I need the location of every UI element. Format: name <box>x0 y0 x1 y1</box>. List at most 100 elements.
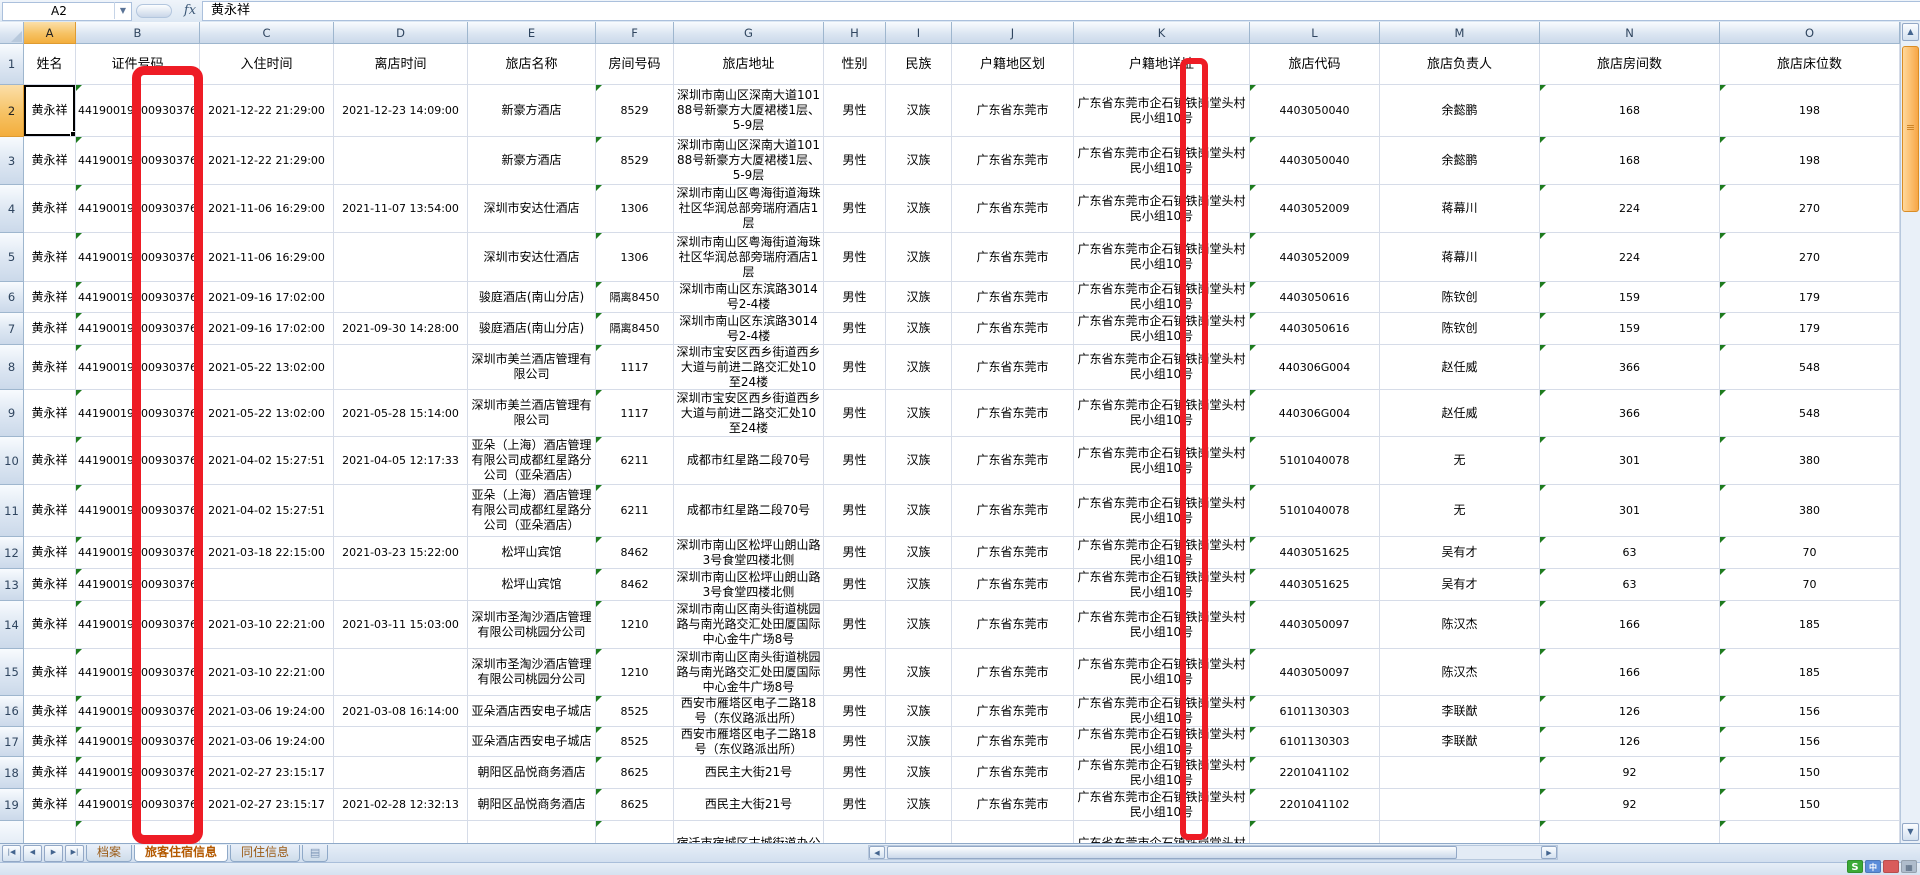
cell-I9[interactable]: 汉族 <box>886 390 952 437</box>
tray-icon-grid[interactable]: ▦ <box>1901 860 1917 873</box>
cell-K10[interactable]: 广东省东莞市企石镇铁岗堂头村民小组10号 <box>1074 437 1250 485</box>
cell-E3[interactable]: 新豪方酒店 <box>468 137 596 185</box>
cell-H5[interactable]: 男性 <box>824 233 886 282</box>
cell-J4[interactable]: 广东省东莞市 <box>952 185 1074 233</box>
cell-F1[interactable]: 房间号码 <box>596 44 674 85</box>
cell-E17[interactable]: 亚朵酒店西安电子城店 <box>468 727 596 757</box>
scroll-up-button[interactable]: ▲ <box>1902 23 1919 41</box>
cell-D12[interactable]: 2021-03-23 15:22:00 <box>334 537 468 569</box>
cell-O16[interactable]: 156 <box>1720 696 1900 727</box>
cell-C13[interactable] <box>200 569 334 601</box>
cell-K3[interactable]: 广东省东莞市企石镇铁岗堂头村民小组10号 <box>1074 137 1250 185</box>
cell-E13[interactable]: 松坪山宾馆 <box>468 569 596 601</box>
cell-O2[interactable]: 198 <box>1720 85 1900 137</box>
cell-G5[interactable]: 深圳市南山区粤海街道海珠社区华润总部旁瑞府酒店1层 <box>674 233 824 282</box>
cell-B1[interactable]: 证件号码 <box>76 44 200 85</box>
row-header-3[interactable]: 3 <box>0 137 24 185</box>
cell-N11[interactable]: 301 <box>1540 485 1720 537</box>
cell-B7[interactable]: 44190019900930376 <box>76 313 200 345</box>
tab-prev-icon[interactable]: ◀ <box>23 844 42 862</box>
cell-I16[interactable]: 汉族 <box>886 696 952 727</box>
cell-B20[interactable]: 44190019900930376 <box>76 821 200 843</box>
cell-N18[interactable]: 92 <box>1540 757 1720 789</box>
cell-K18[interactable]: 广东省东莞市企石镇铁岗堂头村民小组10号 <box>1074 757 1250 789</box>
cell-L12[interactable]: 4403051625 <box>1250 537 1380 569</box>
cell-N4[interactable]: 224 <box>1540 185 1720 233</box>
cell-K14[interactable]: 广东省东莞市企石镇铁岗堂头村民小组10号 <box>1074 601 1250 649</box>
cell-L19[interactable]: 2201041102 <box>1250 789 1380 821</box>
cell-K8[interactable]: 广东省东莞市企石镇铁岗堂头村民小组10号 <box>1074 345 1250 390</box>
cell-N6[interactable]: 159 <box>1540 282 1720 313</box>
cell-B2[interactable]: 44190019900930376 <box>76 85 200 137</box>
cell-M15[interactable]: 陈汉杰 <box>1380 649 1540 696</box>
cell-H4[interactable]: 男性 <box>824 185 886 233</box>
cell-L13[interactable]: 4403051625 <box>1250 569 1380 601</box>
cell-L10[interactable]: 5101040078 <box>1250 437 1380 485</box>
cell-E11[interactable]: 亚朵（上海）酒店管理有限公司成都红星路分公司（亚朵酒店） <box>468 485 596 537</box>
cell-B11[interactable]: 44190019900930376 <box>76 485 200 537</box>
cell-M10[interactable]: 无 <box>1380 437 1540 485</box>
select-all-button[interactable] <box>0 22 24 44</box>
cell-H3[interactable]: 男性 <box>824 137 886 185</box>
cell-H18[interactable]: 男性 <box>824 757 886 789</box>
cell-N5[interactable]: 224 <box>1540 233 1720 282</box>
row-header-7[interactable]: 7 <box>0 313 24 345</box>
row-header-6[interactable]: 6 <box>0 282 24 313</box>
cell-A6[interactable]: 黄永祥 <box>24 282 76 313</box>
cell-N19[interactable]: 92 <box>1540 789 1720 821</box>
cell-J3[interactable]: 广东省东莞市 <box>952 137 1074 185</box>
cell-G3[interactable]: 深圳市南山区深南大道10188号新豪方大厦裙楼1层、5-9层 <box>674 137 824 185</box>
cell-D19[interactable]: 2021-02-28 12:32:13 <box>334 789 468 821</box>
cell-L2[interactable]: 4403050040 <box>1250 85 1380 137</box>
cell-C10[interactable]: 2021-04-02 15:27:51 <box>200 437 334 485</box>
column-header-A[interactable]: A <box>24 22 76 44</box>
cell-G11[interactable]: 成都市红星路二段70号 <box>674 485 824 537</box>
cell-H8[interactable]: 男性 <box>824 345 886 390</box>
row-header-20[interactable]: 20 <box>0 821 24 843</box>
cell-J8[interactable]: 广东省东莞市 <box>952 345 1074 390</box>
cell-L20[interactable]: 3213011080 <box>1250 821 1380 843</box>
cell-F16[interactable]: 8525 <box>596 696 674 727</box>
cell-F5[interactable]: 1306 <box>596 233 674 282</box>
cell-H17[interactable]: 男性 <box>824 727 886 757</box>
cell-B10[interactable]: 44190019900930376 <box>76 437 200 485</box>
cell-O4[interactable]: 270 <box>1720 185 1900 233</box>
cell-G19[interactable]: 西民主大街21号 <box>674 789 824 821</box>
cell-D14[interactable]: 2021-03-11 15:03:00 <box>334 601 468 649</box>
cell-K2[interactable]: 广东省东莞市企石镇铁岗堂头村民小组10号 <box>1074 85 1250 137</box>
cell-D9[interactable]: 2021-05-28 15:14:00 <box>334 390 468 437</box>
row-header-11[interactable]: 11 <box>0 485 24 537</box>
cell-G7[interactable]: 深圳市南山区东滨路3014号2-4楼 <box>674 313 824 345</box>
cell-H20[interactable]: 男性 <box>824 821 886 843</box>
cell-K11[interactable]: 广东省东莞市企石镇铁岗堂头村民小组10号 <box>1074 485 1250 537</box>
horizontal-scrollbar[interactable]: ◀ ▶ <box>868 845 1558 860</box>
cell-C15[interactable]: 2021-03-10 22:21:00 <box>200 649 334 696</box>
cell-B4[interactable]: 44190019900930376 <box>76 185 200 233</box>
cell-O19[interactable]: 150 <box>1720 789 1900 821</box>
cell-O5[interactable]: 270 <box>1720 233 1900 282</box>
cell-J7[interactable]: 广东省东莞市 <box>952 313 1074 345</box>
cell-B13[interactable]: 44190019900930376 <box>76 569 200 601</box>
cell-H6[interactable]: 男性 <box>824 282 886 313</box>
column-header-N[interactable]: N <box>1540 22 1720 44</box>
cell-J11[interactable]: 广东省东莞市 <box>952 485 1074 537</box>
cell-H10[interactable]: 男性 <box>824 437 886 485</box>
cell-C8[interactable]: 2021-05-22 13:02:00 <box>200 345 334 390</box>
cell-I18[interactable]: 汉族 <box>886 757 952 789</box>
cell-H12[interactable]: 男性 <box>824 537 886 569</box>
cell-D10[interactable]: 2021-04-05 12:17:33 <box>334 437 468 485</box>
cell-D11[interactable] <box>334 485 468 537</box>
insert-function-button[interactable]: fx <box>183 3 197 18</box>
name-box-dropdown-icon[interactable]: ▼ <box>114 2 131 19</box>
column-header-B[interactable]: B <box>76 22 200 44</box>
insert-worksheet-icon[interactable]: ▤ <box>302 844 329 862</box>
cell-F7[interactable]: 隔离8450 <box>596 313 674 345</box>
column-header-O[interactable]: O <box>1720 22 1900 44</box>
cell-G2[interactable]: 深圳市南山区深南大道10188号新豪方大厦裙楼1层、5-9层 <box>674 85 824 137</box>
row-header-8[interactable]: 8 <box>0 345 24 390</box>
cell-A10[interactable]: 黄永祥 <box>24 437 76 485</box>
cell-F18[interactable]: 8625 <box>596 757 674 789</box>
cell-I8[interactable]: 汉族 <box>886 345 952 390</box>
cell-M6[interactable]: 陈钦创 <box>1380 282 1540 313</box>
cell-E9[interactable]: 深圳市美兰酒店管理有限公司 <box>468 390 596 437</box>
